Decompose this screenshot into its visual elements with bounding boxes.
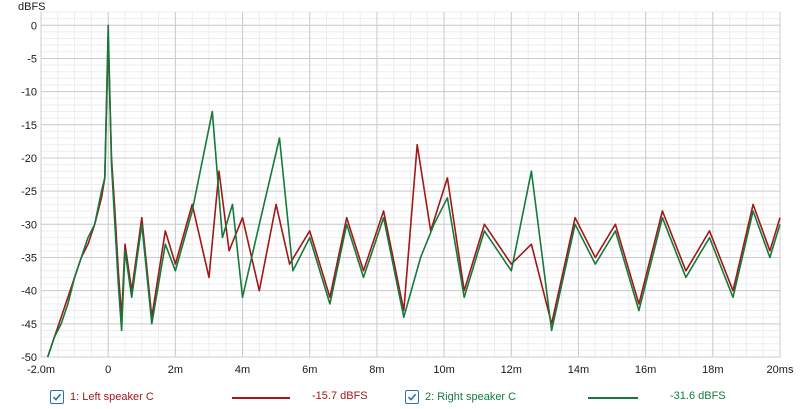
y-tick-label: 0 bbox=[31, 20, 37, 32]
x-tick-label: 8m bbox=[369, 364, 384, 376]
checkmark-icon bbox=[407, 393, 417, 401]
x-tick-label: 20ms bbox=[767, 364, 794, 376]
y-tick-label: -30 bbox=[21, 219, 37, 231]
checkbox-left-speaker[interactable] bbox=[50, 390, 64, 404]
chart-area: -2.0m 0 2m 4m 6m 8m 10m 12m 14m 16m 18m 20ms 0 -5 -10 -… bbox=[18, 1, 794, 376]
y-tick-label: -40 bbox=[21, 286, 37, 298]
legend-item-right-speaker[interactable]: 2: Right speaker C bbox=[405, 389, 516, 405]
impulse-response-chart: -2.0m 0 2m 4m 6m 8m 10m 12m 14m 16m 18m 20ms 0 -5 -10 -… bbox=[21, 11, 794, 376]
y-tick-label: -50 bbox=[21, 352, 37, 364]
checkmark-icon bbox=[52, 393, 62, 401]
legend-value-left-speaker: -15.7 dBFS bbox=[312, 390, 368, 402]
legend-value-right-speaker: -31.6 dBFS bbox=[670, 390, 726, 402]
x-tick-label: 10m bbox=[433, 364, 454, 376]
x-tick-label: 6m bbox=[302, 364, 317, 376]
x-tick-label: 16m bbox=[635, 364, 656, 376]
x-tick-label: 12m bbox=[501, 364, 522, 376]
x-tick-label: 4m bbox=[235, 364, 250, 376]
legend-label-right-speaker: 2: Right speaker C bbox=[425, 391, 517, 403]
legend-item-left-speaker[interactable]: 1: Left speaker C bbox=[50, 389, 154, 405]
legend-swatch-right-speaker bbox=[588, 397, 638, 399]
y-tick-label: -45 bbox=[21, 319, 37, 331]
legend: 1: Left speaker C -15.7 dBFS 2: Right sp… bbox=[0, 386, 800, 408]
x-tick-label: 0 bbox=[105, 364, 111, 376]
checkbox-right-speaker[interactable] bbox=[405, 390, 419, 404]
y-tick-label: -25 bbox=[21, 186, 37, 198]
y-tick-label: -5 bbox=[27, 53, 37, 65]
y-tick-label: -20 bbox=[21, 153, 37, 165]
y-axis-label: dBFS bbox=[18, 1, 46, 13]
legend-label-left-speaker: 1: Left speaker C bbox=[70, 391, 154, 403]
x-tick-label: -2.0m bbox=[27, 364, 55, 376]
y-tick-label: -15 bbox=[21, 120, 37, 132]
x-tick-label: 14m bbox=[568, 364, 589, 376]
x-tick-label: 2m bbox=[168, 364, 183, 376]
legend-swatch-left-speaker bbox=[232, 397, 290, 399]
series-line-right-speaker bbox=[46, 24, 781, 358]
x-tick-label: 18m bbox=[702, 364, 723, 376]
y-tick-label: -35 bbox=[21, 252, 37, 264]
y-tick-label: -10 bbox=[21, 87, 37, 99]
